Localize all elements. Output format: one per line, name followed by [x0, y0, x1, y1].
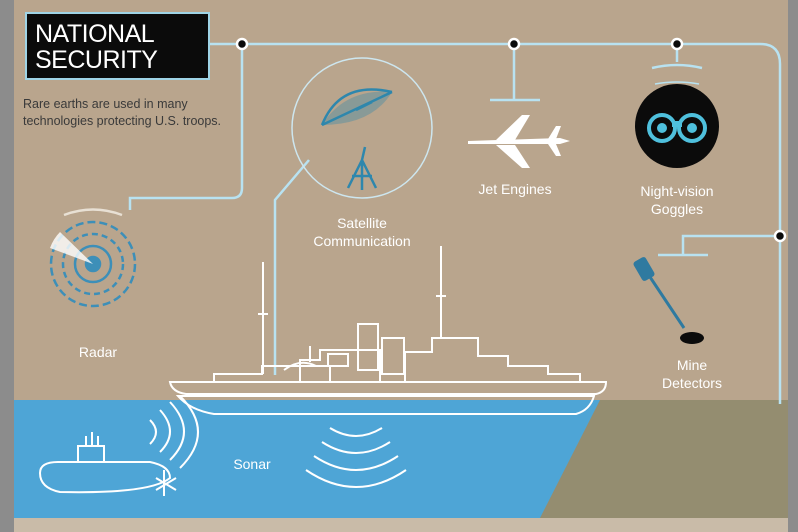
mine-label-line1: Mine: [676, 357, 708, 373]
intro-text: Rare earths are used in many technologie…: [23, 97, 222, 128]
mine-detector-icon: [633, 257, 704, 344]
satellite-label-line1: Satellite: [337, 215, 387, 231]
submarine-icon: [38, 432, 177, 496]
connector-lines: [128, 42, 782, 404]
satellite-label-line2: Communication: [313, 233, 411, 249]
left-border: [0, 0, 14, 532]
title-line-1: NATIONAL: [35, 20, 155, 48]
satellite-dish-icon: [291, 57, 433, 199]
jet-label: Jet Engines: [478, 181, 552, 197]
nightvision-label-line2: Goggles: [650, 201, 704, 217]
radar-label: Radar: [78, 344, 118, 360]
sonar-waves: [149, 395, 407, 488]
seabed: [540, 400, 788, 518]
nightvision-label-line1: Night-vision: [640, 183, 714, 199]
connector-nodes: [235, 37, 787, 243]
bottom-strip: [14, 518, 788, 532]
title-box: NATIONAL SECURITY: [25, 12, 210, 80]
jet-icon: [468, 115, 570, 168]
binoculars-icon: [635, 84, 719, 168]
title-line-2: SECURITY: [35, 46, 158, 74]
radar-icon: [49, 208, 137, 308]
sonar-label: Sonar: [233, 456, 271, 472]
right-border: [788, 0, 798, 532]
mine-label-line2: Detectors: [662, 375, 722, 391]
